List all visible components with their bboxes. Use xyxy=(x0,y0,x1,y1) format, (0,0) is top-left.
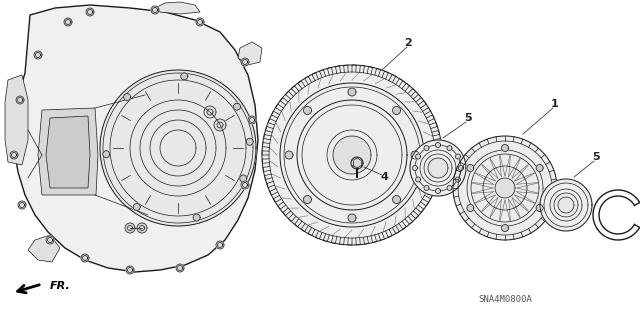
Polygon shape xyxy=(424,185,429,190)
Polygon shape xyxy=(133,204,140,211)
Polygon shape xyxy=(234,103,241,110)
Polygon shape xyxy=(411,151,419,159)
Polygon shape xyxy=(392,107,401,115)
Polygon shape xyxy=(540,179,592,231)
Polygon shape xyxy=(415,154,420,159)
Polygon shape xyxy=(467,165,474,172)
Polygon shape xyxy=(10,151,18,159)
Polygon shape xyxy=(435,189,440,194)
Polygon shape xyxy=(204,106,216,118)
Polygon shape xyxy=(262,65,442,245)
Polygon shape xyxy=(410,140,466,196)
Polygon shape xyxy=(428,158,448,178)
Text: 1: 1 xyxy=(551,99,559,109)
Polygon shape xyxy=(348,214,356,222)
Polygon shape xyxy=(536,165,543,172)
Polygon shape xyxy=(196,18,204,26)
Polygon shape xyxy=(86,8,94,16)
Polygon shape xyxy=(124,93,131,100)
Polygon shape xyxy=(18,201,26,209)
Polygon shape xyxy=(415,177,420,182)
Polygon shape xyxy=(333,136,371,174)
Polygon shape xyxy=(285,151,293,159)
Polygon shape xyxy=(176,264,184,272)
Polygon shape xyxy=(348,88,356,96)
Polygon shape xyxy=(351,157,363,169)
Polygon shape xyxy=(81,254,89,262)
Polygon shape xyxy=(392,196,401,204)
Polygon shape xyxy=(16,96,24,104)
PathPatch shape xyxy=(38,108,98,195)
Polygon shape xyxy=(536,204,543,211)
PathPatch shape xyxy=(14,5,258,272)
Polygon shape xyxy=(151,6,159,14)
Polygon shape xyxy=(193,214,200,221)
Text: 2: 2 xyxy=(404,38,412,48)
Polygon shape xyxy=(246,138,253,145)
Polygon shape xyxy=(46,236,54,244)
Polygon shape xyxy=(241,181,249,189)
Polygon shape xyxy=(456,154,460,159)
Polygon shape xyxy=(216,241,224,249)
Text: 5: 5 xyxy=(464,113,472,123)
Polygon shape xyxy=(303,107,312,115)
Polygon shape xyxy=(558,197,574,213)
Text: 4: 4 xyxy=(380,172,388,182)
Polygon shape xyxy=(502,145,509,152)
Polygon shape xyxy=(126,266,134,274)
Polygon shape xyxy=(125,223,135,233)
Polygon shape xyxy=(248,116,256,124)
PathPatch shape xyxy=(155,2,200,14)
Polygon shape xyxy=(467,204,474,211)
Polygon shape xyxy=(303,196,312,204)
PathPatch shape xyxy=(5,75,28,165)
PathPatch shape xyxy=(46,116,90,188)
Polygon shape xyxy=(241,58,249,66)
Polygon shape xyxy=(458,166,463,170)
Polygon shape xyxy=(453,136,557,240)
Polygon shape xyxy=(64,18,72,26)
Polygon shape xyxy=(34,51,42,59)
PathPatch shape xyxy=(238,42,262,65)
Polygon shape xyxy=(447,145,452,151)
Polygon shape xyxy=(413,166,417,170)
Polygon shape xyxy=(495,178,515,198)
Polygon shape xyxy=(447,185,452,190)
Polygon shape xyxy=(180,73,188,80)
Polygon shape xyxy=(100,70,256,226)
Text: SNA4M0800A: SNA4M0800A xyxy=(478,295,532,305)
Polygon shape xyxy=(137,223,147,233)
Polygon shape xyxy=(214,119,226,131)
Polygon shape xyxy=(424,145,429,151)
PathPatch shape xyxy=(28,235,60,262)
Polygon shape xyxy=(435,143,440,147)
Text: FR.: FR. xyxy=(50,281,71,291)
Polygon shape xyxy=(456,177,460,182)
Polygon shape xyxy=(502,225,509,232)
Polygon shape xyxy=(103,151,110,158)
Polygon shape xyxy=(240,175,247,182)
Text: 5: 5 xyxy=(592,152,600,162)
